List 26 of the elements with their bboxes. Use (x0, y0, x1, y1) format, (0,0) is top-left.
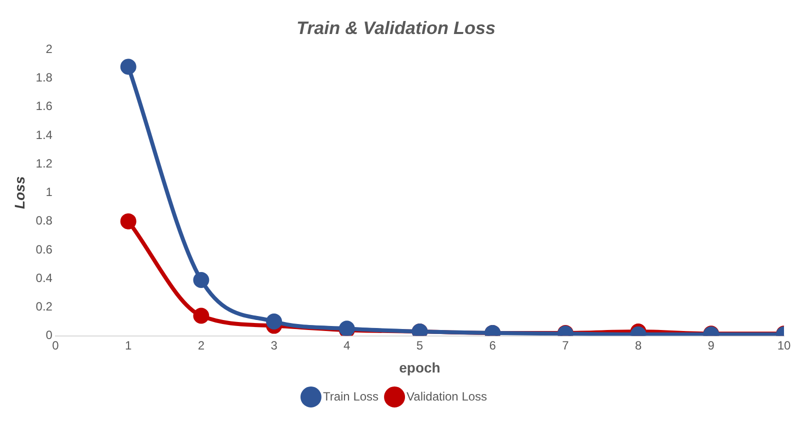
y-tick-label: 0.6 (36, 242, 53, 256)
y-tick-label: 1.2 (36, 156, 53, 170)
legend-label: Train Loss (322, 389, 379, 404)
x-tick-label: 3 (270, 338, 278, 352)
y-tick-label: 1.6 (36, 99, 53, 114)
x-tick-label: 6 (489, 338, 496, 352)
y-tick-label: 1 (46, 185, 53, 200)
y-tick-label: 1.4 (36, 128, 53, 142)
x-axis-title: epoch (399, 359, 440, 376)
x-tick-label: 4 (344, 338, 351, 352)
x-tick-label: 7 (562, 338, 570, 352)
y-tick-label: 0.4 (36, 270, 53, 285)
y-tick-label: 1.8 (36, 70, 53, 85)
x-tick-label: 8 (634, 338, 642, 352)
y-tick-label: 0 (46, 328, 53, 342)
y-axis-title: Loss (11, 176, 28, 210)
x-tick-label: 1 (124, 338, 132, 352)
y-tick-label: 0.2 (36, 299, 53, 314)
legend-label: Validation Loss (406, 389, 488, 404)
chart-title: Train & Validation Loss (296, 18, 496, 38)
x-tick-label: 5 (416, 338, 424, 352)
x-tick-label: 10 (777, 338, 791, 352)
y-tick-label: 2 (46, 42, 53, 56)
x-tick-label: 2 (198, 338, 205, 352)
y-tick-label: 0.8 (36, 214, 53, 228)
x-tick-label: 9 (708, 338, 715, 352)
